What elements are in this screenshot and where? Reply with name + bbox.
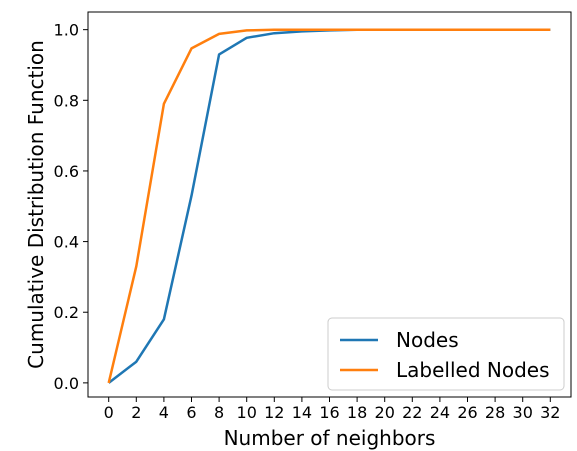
x-tick-label: 6 — [186, 403, 196, 422]
y-tick-label: 0.4 — [54, 233, 79, 252]
x-tick-label: 26 — [457, 403, 477, 422]
x-tick-label: 16 — [319, 403, 339, 422]
y-tick-label: 0.2 — [54, 303, 79, 322]
legend-label-nodes: Nodes — [396, 328, 459, 352]
x-tick-label: 22 — [402, 403, 422, 422]
y-tick-label: 0.6 — [54, 162, 79, 181]
y-tick-label: 1.0 — [54, 21, 79, 40]
series-lines — [107, 28, 551, 384]
y-tick-label: 0.8 — [54, 91, 79, 110]
x-axis-title: Number of neighbors — [224, 426, 436, 450]
x-tick-label: 12 — [264, 403, 284, 422]
x-tick-label: 2 — [131, 403, 141, 422]
x-tick-label: 18 — [347, 403, 367, 422]
y-tick-label: 0.0 — [54, 374, 79, 393]
x-tick-label: 20 — [375, 403, 395, 422]
x-tick-label: 28 — [485, 403, 505, 422]
x-tick-label: 4 — [159, 403, 169, 422]
legend-label-labelled-nodes: Labelled Nodes — [396, 358, 550, 382]
x-axis-ticks: 0 2 4 6 8 10 12 14 16 18 20 22 24 26 28 30 32 — [104, 397, 560, 422]
x-tick-label: 24 — [430, 403, 450, 422]
x-tick-label: 32 — [540, 403, 560, 422]
legend-box — [327, 317, 565, 391]
x-tick-label: 30 — [513, 403, 533, 422]
x-tick-label: 8 — [214, 403, 224, 422]
x-tick-label: 0 — [104, 403, 114, 422]
series-line-labelled-nodes — [107, 28, 551, 384]
y-axis-title: Cumulative Distribution Function — [24, 40, 48, 369]
legend: Nodes Labelled Nodes — [327, 317, 565, 391]
x-tick-label: 14 — [292, 403, 312, 422]
y-axis-ticks: 0.0 0.2 0.4 0.6 0.8 1.0 — [54, 21, 88, 393]
x-tick-label: 10 — [237, 403, 257, 422]
